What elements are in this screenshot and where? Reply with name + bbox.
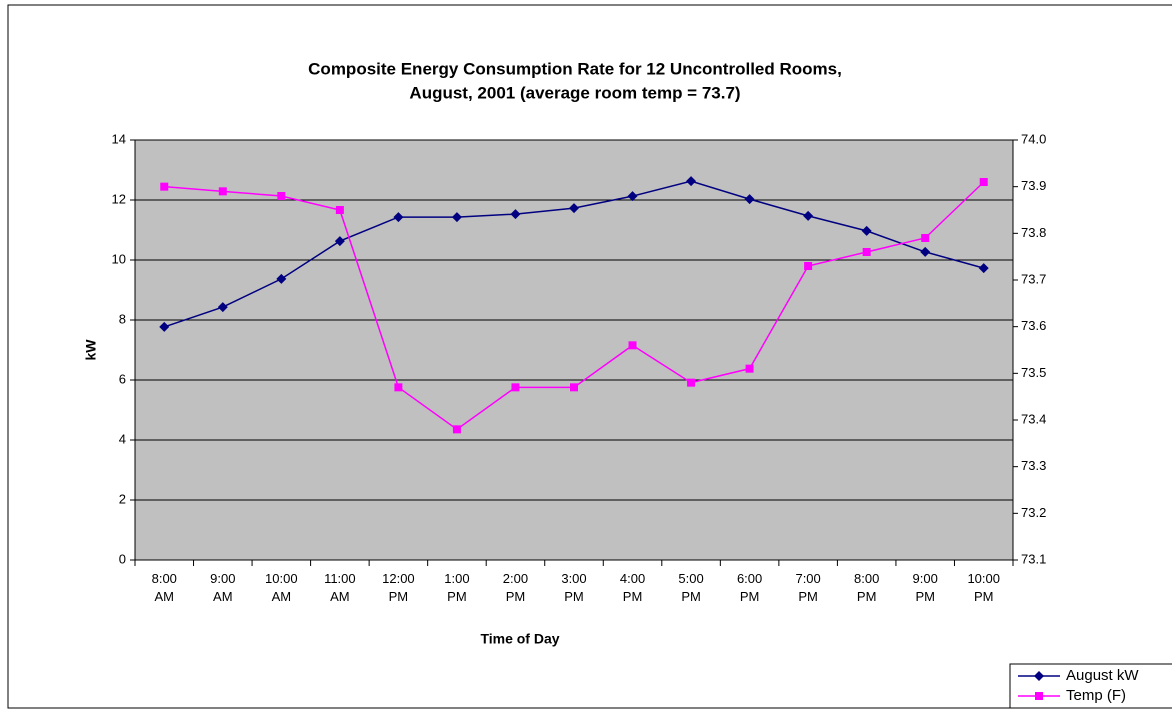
marker bbox=[921, 234, 930, 242]
marker bbox=[920, 246, 931, 257]
marker bbox=[686, 176, 697, 187]
marker bbox=[861, 225, 872, 236]
marker bbox=[451, 212, 462, 223]
marker bbox=[744, 194, 755, 205]
marker bbox=[570, 383, 578, 392]
y2-tick-label: 73.7 bbox=[1021, 271, 1046, 286]
y-tick-label: 12 bbox=[112, 191, 126, 206]
marker bbox=[569, 203, 579, 214]
marker bbox=[687, 378, 696, 387]
y-tick-label: 14 bbox=[112, 131, 126, 146]
x-axis-title: Time of Day bbox=[480, 631, 559, 647]
x-tick-label: 1:00 PM bbox=[444, 571, 469, 604]
marker bbox=[511, 383, 520, 392]
y-tick-label: 8 bbox=[119, 311, 126, 326]
y-tick-label: 6 bbox=[119, 371, 126, 386]
chart-title: Composite Energy Consumption Rate for 12… bbox=[308, 59, 842, 78]
marker bbox=[979, 178, 988, 186]
marker bbox=[803, 210, 814, 221]
legend-label: Temp (F) bbox=[1066, 687, 1126, 704]
y2-tick-label: 73.2 bbox=[1021, 505, 1046, 520]
x-tick-label: 8:00 AM bbox=[152, 571, 177, 604]
marker bbox=[452, 425, 461, 434]
x-tick-label: 5:00 PM bbox=[678, 571, 703, 604]
y-tick-label: 10 bbox=[112, 251, 126, 266]
x-tick-label: 9:00 PM bbox=[913, 571, 938, 604]
marker bbox=[1035, 692, 1043, 700]
y2-tick-label: 73.5 bbox=[1021, 365, 1046, 380]
x-tick-label: 6:00 PM bbox=[737, 571, 762, 604]
x-tick-label: 7:00 PM bbox=[795, 571, 820, 604]
x-tick-label: 11:00 AM bbox=[324, 571, 356, 604]
marker bbox=[627, 191, 638, 202]
legend-label: August kW bbox=[1066, 667, 1139, 684]
y-axis-title: kW bbox=[83, 339, 99, 361]
y2-tick-label: 73.1 bbox=[1021, 551, 1046, 566]
x-tick-label: 3:00 PM bbox=[561, 571, 586, 604]
x-tick-label: 8:00 PM bbox=[854, 571, 879, 604]
marker bbox=[218, 187, 227, 196]
y2-tick-label: 73.3 bbox=[1021, 458, 1046, 473]
chart-title: August, 2001 (average room temp = 73.7) bbox=[409, 83, 740, 102]
y-tick-label: 2 bbox=[119, 491, 126, 506]
y-tick-label: 0 bbox=[119, 551, 126, 566]
marker bbox=[276, 273, 287, 284]
marker bbox=[334, 236, 345, 247]
legend-box bbox=[1009, 663, 1172, 709]
x-tick-label: 9:00 AM bbox=[210, 571, 235, 604]
marker bbox=[335, 206, 344, 214]
y2-tick-label: 73.4 bbox=[1021, 411, 1046, 426]
y2-tick-label: 73.6 bbox=[1021, 318, 1046, 333]
x-tick-label: 4:00 PM bbox=[620, 571, 645, 604]
marker bbox=[978, 263, 989, 274]
marker bbox=[393, 212, 404, 223]
marker bbox=[804, 262, 813, 270]
x-tick-label: 10:00 PM bbox=[967, 571, 1000, 604]
marker bbox=[394, 383, 403, 392]
marker bbox=[217, 302, 228, 313]
x-tick-label: 2:00 PM bbox=[503, 571, 528, 604]
marker bbox=[160, 182, 169, 191]
marker bbox=[159, 321, 170, 332]
marker bbox=[745, 364, 754, 373]
marker bbox=[862, 248, 871, 256]
y-tick-label: 4 bbox=[119, 431, 126, 446]
marker bbox=[510, 209, 521, 220]
x-tick-label: 10:00 AM bbox=[265, 571, 298, 604]
y2-tick-label: 73.8 bbox=[1021, 225, 1046, 240]
marker bbox=[1034, 671, 1044, 681]
marker bbox=[628, 341, 637, 350]
marker bbox=[277, 192, 286, 200]
y2-tick-label: 73.9 bbox=[1021, 178, 1046, 193]
y2-tick-label: 74.0 bbox=[1021, 131, 1046, 146]
plot-area bbox=[134, 139, 1014, 561]
x-tick-label: 12:00 PM bbox=[382, 571, 415, 604]
